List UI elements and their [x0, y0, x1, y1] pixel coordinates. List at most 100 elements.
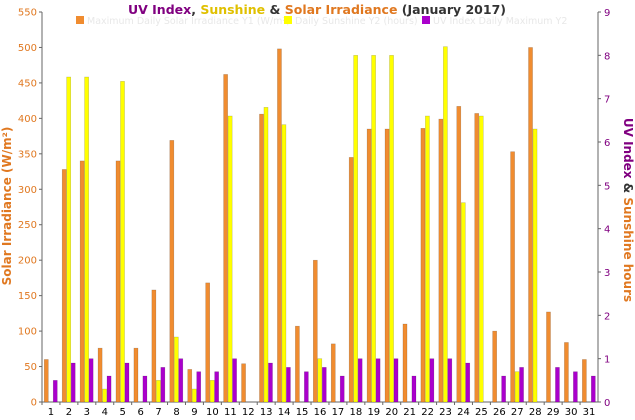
x-tick-label: 19 [367, 407, 380, 418]
bar-series-1 [79, 160, 85, 403]
x-tick-label: 2 [66, 407, 72, 418]
bar-series-3 [357, 358, 363, 403]
bar-series-1 [115, 160, 121, 403]
bar-series-1 [97, 347, 103, 403]
x-tick-label: 11 [224, 407, 237, 418]
bar-series-1 [492, 330, 497, 403]
bar-series-1 [456, 106, 462, 403]
y-axis-label-right-part: Sunshine hours [621, 197, 635, 302]
x-tick-label: 28 [529, 407, 542, 418]
legend-label: UV Index Daily Maximum Y2 [433, 16, 567, 27]
bar-series-1 [313, 259, 318, 403]
bar-series-3 [70, 362, 76, 403]
bar-series-3 [142, 375, 148, 403]
x-tick-label: 18 [350, 407, 363, 418]
y-tick-label-left: 500 [18, 43, 37, 54]
bar-series-1 [330, 343, 336, 403]
x-tick-label: 17 [332, 407, 345, 418]
legend-label: Daily Sunshine Y2 (hours) [295, 16, 418, 27]
bar-series-2 [191, 388, 197, 403]
bar-series-1 [564, 342, 569, 403]
y-tick-label-left: 300 [18, 185, 37, 196]
x-tick-label: 26 [493, 407, 506, 418]
bar-series-3 [178, 358, 184, 403]
bar-series-2 [120, 81, 125, 403]
y-tick-label-right: 9 [604, 8, 610, 19]
bar-series-3 [304, 371, 309, 403]
x-tick-label: 23 [439, 407, 452, 418]
y-tick-label-left: 550 [18, 8, 37, 19]
bar-series-1 [241, 363, 246, 403]
bar-series-1 [151, 289, 157, 403]
x-tick-label: 12 [242, 407, 255, 418]
y-tick-label-right: 0 [604, 398, 610, 409]
bar-series-2 [156, 380, 161, 403]
y-axis-label-left: Solar Irradiance (W/m²) [0, 127, 14, 286]
y-tick-label-right: 1 [604, 355, 610, 366]
bar-series-2 [514, 371, 520, 403]
bars [43, 46, 596, 403]
y-tick-label-right: 4 [604, 225, 610, 236]
y-tick-label-left: 50 [24, 362, 37, 373]
y-tick-label-left: 200 [18, 256, 37, 267]
x-tick-label: 20 [385, 407, 398, 418]
title-part: Solar Irradiance [285, 2, 398, 17]
bar-series-3 [286, 367, 291, 403]
bar-series-2 [263, 107, 269, 403]
bar-series-1 [259, 113, 264, 403]
bar-series-1 [133, 347, 139, 403]
bar-series-3 [429, 358, 435, 403]
x-tick-label: 6 [137, 407, 143, 418]
bar-series-1 [295, 325, 300, 403]
bar-series-3 [573, 371, 578, 403]
bar-series-2 [209, 380, 215, 403]
bar-series-1 [384, 128, 390, 403]
bar-series-2 [317, 358, 323, 403]
y-tick-label-right: 2 [604, 311, 610, 322]
bar-series-2 [84, 76, 89, 403]
bar-series-3 [555, 367, 560, 403]
y-tick-label-left: 100 [18, 327, 37, 338]
title-part: UV Index [128, 2, 191, 17]
y-tick-label-right: 3 [604, 268, 610, 279]
bar-series-2 [532, 128, 538, 403]
y-axis-label-right-part: UV Index [621, 118, 635, 179]
bar-series-2 [353, 55, 358, 403]
y-tick-label-left: 0 [31, 398, 37, 409]
bar-series-1 [402, 323, 408, 403]
x-tick-label: 13 [260, 407, 273, 418]
y-tick-label-left: 150 [18, 291, 37, 302]
legend-swatch [76, 16, 84, 24]
bar-series-3 [321, 367, 327, 403]
bar-series-2 [174, 336, 179, 403]
x-tick-label: 25 [475, 407, 488, 418]
y-axis-label-right: UV Index & Sunshine hours [621, 118, 635, 302]
bar-series-1 [510, 151, 515, 403]
x-tick-label: 4 [102, 407, 108, 418]
x-tick-label: 3 [84, 407, 90, 418]
bar-series-2 [102, 388, 107, 403]
y-tick-label-right: 5 [604, 181, 610, 192]
bar-series-2 [460, 202, 466, 403]
bar-series-1 [546, 311, 551, 403]
bar-series-3 [519, 367, 524, 403]
bar-series-3 [214, 371, 219, 403]
bar-series-3 [106, 375, 112, 403]
bar-series-2 [478, 115, 484, 403]
bar-series-3 [501, 375, 506, 403]
bar-series-3 [393, 358, 399, 403]
bar-series-3 [465, 362, 471, 403]
title-part: & [265, 2, 285, 17]
bar-series-2 [389, 55, 394, 403]
x-tick-label: 30 [565, 407, 578, 418]
bar-series-3 [232, 358, 237, 403]
x-tick-label: 16 [314, 407, 327, 418]
y-tick-label-right: 8 [604, 51, 610, 62]
bar-series-1 [366, 128, 372, 403]
x-tick-label: 22 [421, 407, 434, 418]
y-axis-label-right-part: & [621, 179, 635, 198]
bar-series-3 [88, 358, 94, 403]
bar-series-3 [196, 371, 202, 403]
x-tick-label: 9 [191, 407, 197, 418]
